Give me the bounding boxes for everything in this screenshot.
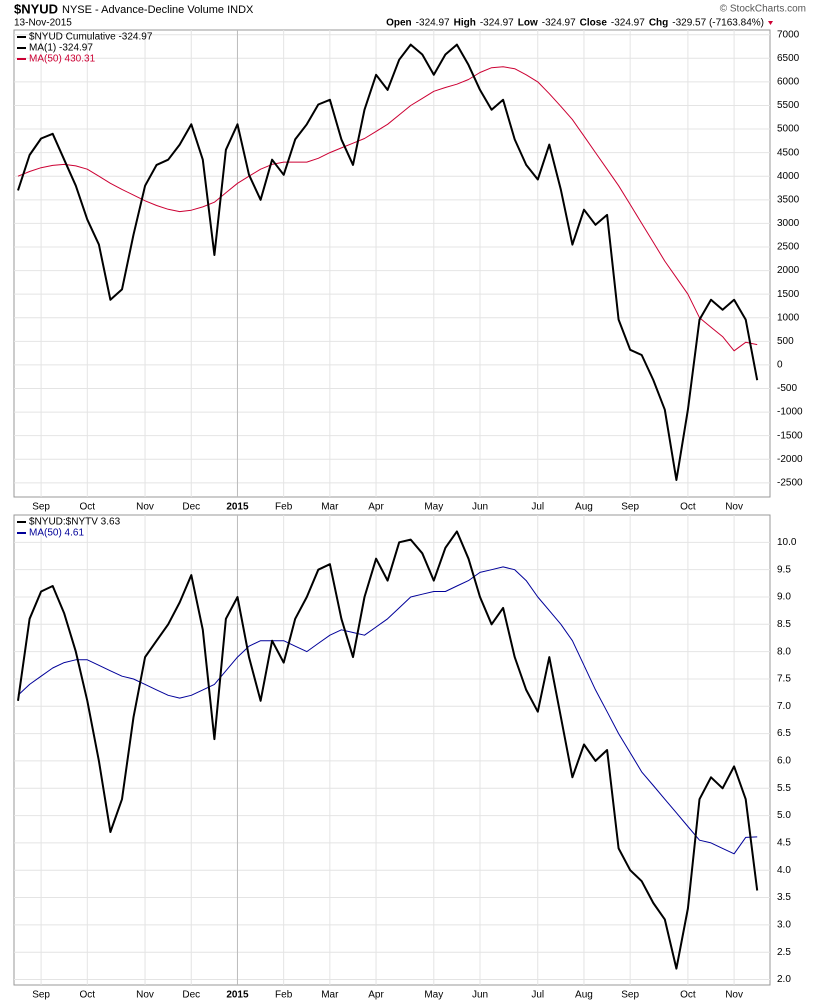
x-tick-label: Nov [136,502,154,513]
menu-arrow[interactable] [768,21,773,25]
x-tick-label: Dec [182,990,200,1000]
y-tick-label: 7000 [777,29,800,40]
quote-value: -329.57 (-7163.84%) [672,18,764,29]
x-tick-label: Sep [32,502,50,513]
x-tick-label: Oct [680,990,696,1000]
x-tick-label: Nov [725,502,743,513]
x-tick-label: Apr [368,502,384,513]
y-tick-label: 8.5 [777,619,791,630]
y-tick-label: 6000 [777,77,800,88]
quote-value: -324.97 [416,18,450,29]
y-tick-label: 1000 [777,312,800,323]
y-tick-label: -500 [777,383,797,394]
y-tick-label: 9.0 [777,592,791,603]
series-line [17,43,759,481]
series-line [17,566,758,855]
date: 13-Nov-2015 [14,18,72,29]
quote: -329.57 (-7163.84%)Chg-324.97Close-324.9… [386,18,764,29]
y-tick-label: 3.5 [777,892,791,903]
plot-area [13,29,771,498]
x-tick-label: Jun [472,990,488,1000]
y-tick-label: 4.5 [777,838,791,849]
y-tick-label: 2000 [777,265,800,276]
y-tick-label: -1000 [777,407,803,418]
y-tick-label: 0 [777,360,783,371]
x-tick-label: Mar [321,990,339,1000]
y-tick-label: 6500 [777,53,800,64]
x-tick-label: May [424,990,443,1000]
quote-value: -324.97 [611,18,645,29]
y-tick-label: 2.5 [777,947,791,958]
y-tick-label: -1500 [777,430,803,441]
y-tick-label: 1500 [777,289,800,300]
y-tick-label: 2.0 [777,974,791,985]
series-line [17,66,758,352]
x-tick-label: Nov [136,990,154,1000]
y-tick-label: 7.5 [777,674,791,685]
x-tick-label: Jun [472,502,488,513]
x-tick-label: Mar [321,502,339,513]
y-tick-label: 3500 [777,194,800,205]
x-tick-label: Apr [368,990,384,1000]
y-tick-label: -2500 [777,477,803,488]
x-tick-label: Aug [575,502,593,513]
y-tick-label: 7.0 [777,701,791,712]
x-tick-label: Sep [32,990,50,1000]
source: © StockCharts.com [720,4,806,15]
x-tick-label: Dec [182,502,200,513]
symbol: $NYUD [14,1,58,16]
y-tick-label: 3.0 [777,920,791,931]
x-tick-label: May [424,502,443,513]
quote-label: Close [580,18,608,29]
y-tick-label: 4.0 [777,865,791,876]
x-tick-label: Oct [80,990,96,1000]
x-tick-label: Sep [621,502,639,513]
quote-label: Chg [649,18,668,29]
quote-label: Open [386,18,412,29]
x-tick-label: Aug [575,990,593,1000]
y-tick-label: 5.0 [777,810,791,821]
x-tick-label: 2015 [226,502,249,513]
plot-area [13,514,771,986]
x-tick-label: Oct [80,502,96,513]
y-tick-label: 500 [777,336,794,347]
quote-value: -324.97 [542,18,576,29]
y-tick-label: 3000 [777,218,800,229]
x-tick-label: Sep [621,990,639,1000]
y-tick-label: 5500 [777,100,800,111]
x-tick-label: Jul [531,502,544,513]
x-tick-label: Jul [531,990,544,1000]
legend-label: $NYUD:$NYTV 3.63 [29,517,121,528]
legend-label: MA(50) 4.61 [29,528,84,539]
y-tick-label: 4000 [777,171,800,182]
y-tick-label: 8.0 [777,646,791,657]
y-tick-label: 6.5 [777,728,791,739]
title: NYSE - Advance-Decline Volume INDX [62,4,254,16]
x-tick-label: Nov [725,990,743,1000]
y-tick-label: 2500 [777,242,800,253]
x-tick-label: Feb [275,502,293,513]
y-tick-label: 6.0 [777,756,791,767]
legend-label: MA(50) 430.31 [29,54,96,65]
legend-label: MA(1) -324.97 [29,43,93,54]
y-tick-label: 9.5 [777,564,791,575]
y-tick-label: 5000 [777,124,800,135]
y-tick-label: 5.5 [777,783,791,794]
quote-label: High [454,18,476,29]
legend-label: $NYUD Cumulative -324.97 [29,32,153,43]
quote-label: Low [518,18,538,29]
x-tick-label: Feb [275,990,293,1000]
y-tick-label: 4500 [777,147,800,158]
y-tick-label: 10.0 [777,537,797,548]
quote-value: -324.97 [480,18,514,29]
x-tick-label: Oct [680,502,696,513]
x-tick-label: 2015 [226,990,249,1000]
series-line [17,530,759,970]
y-tick-label: -2000 [777,454,803,465]
